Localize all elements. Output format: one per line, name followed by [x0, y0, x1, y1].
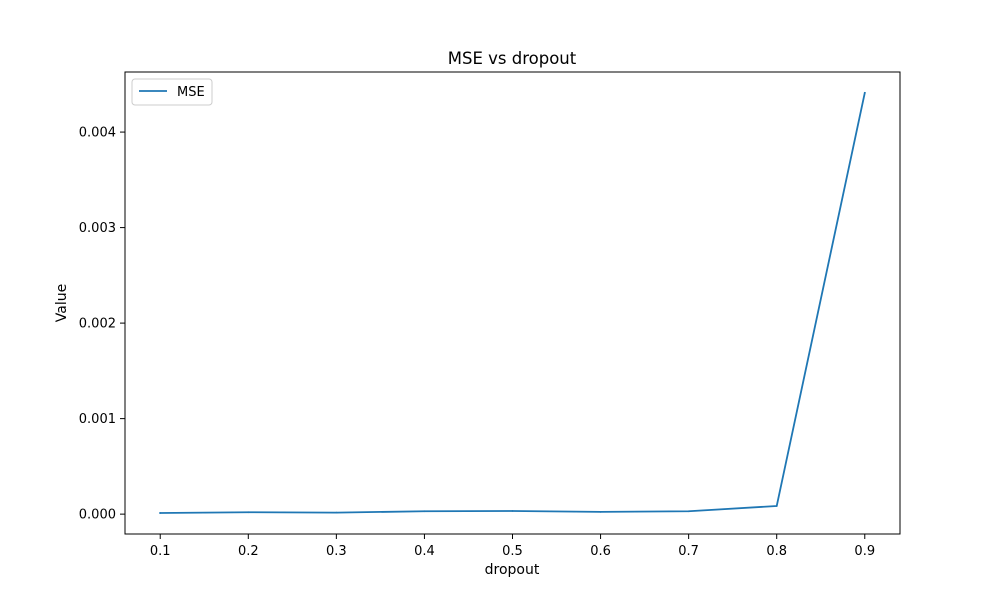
y-axis-label: Value	[54, 284, 70, 322]
plot-frame	[124, 71, 901, 535]
x-tick-label: 0.6	[590, 544, 611, 559]
x-tick-label: 0.3	[326, 544, 347, 559]
data-point	[159, 512, 162, 514]
x-tick-label: 0.7	[678, 544, 699, 559]
x-tick-label: 0.1	[150, 544, 171, 559]
x-tick-label: 0.4	[414, 544, 435, 559]
x-tick-label: 0.2	[238, 544, 259, 559]
y-tick-label: 0.003	[79, 221, 116, 236]
legend-label: MSE	[177, 85, 205, 100]
data-point	[423, 510, 426, 513]
plot-area	[159, 91, 866, 514]
data-point	[775, 505, 778, 507]
x-tick-label: 0.5	[502, 544, 523, 559]
chart-title: MSE vs dropout	[448, 49, 577, 68]
axis-ticks: 0.1 0.2 0.3 0.4 0.5 0.6 0.7 0.8 0.9 0.000 0.001 0.0…	[79, 126, 875, 559]
y-tick-label: 0.001	[79, 412, 116, 427]
x-tick-label: 0.9	[854, 544, 875, 559]
y-tick-label: 0.002	[79, 317, 116, 332]
legend-box	[131, 78, 213, 106]
y-tick-label: 0.000	[79, 508, 116, 523]
data-point	[511, 510, 514, 512]
data-point	[687, 510, 690, 513]
data-point	[247, 511, 250, 514]
x-axis-label: dropout	[485, 562, 540, 578]
legend: MSE	[131, 78, 213, 106]
data-point	[335, 511, 338, 514]
x-tick-label: 0.8	[766, 544, 787, 559]
y-tick-label: 0.004	[79, 126, 116, 141]
data-point	[863, 92, 866, 94]
data-point	[599, 510, 602, 513]
series-line-mse	[159, 91, 866, 514]
